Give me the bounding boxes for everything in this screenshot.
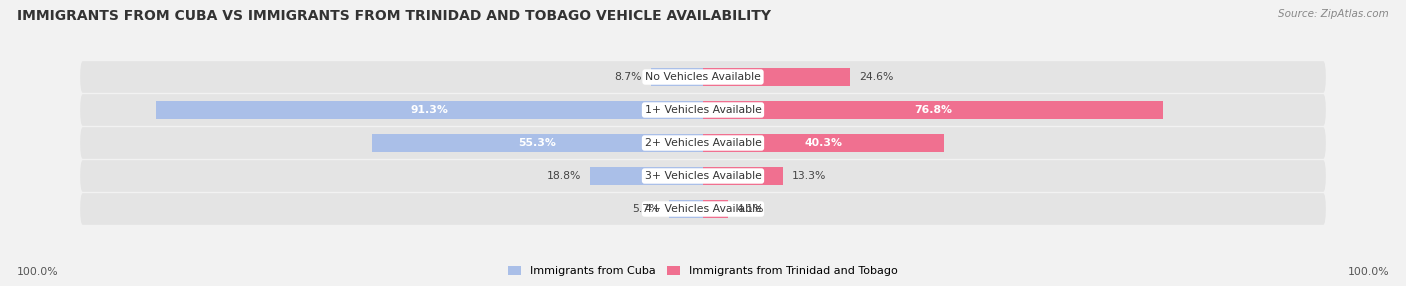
Text: Source: ZipAtlas.com: Source: ZipAtlas.com: [1278, 9, 1389, 19]
Bar: [156, 102, 703, 119]
Text: 1+ Vehicles Available: 1+ Vehicles Available: [644, 105, 762, 115]
Text: 8.7%: 8.7%: [614, 72, 643, 82]
Text: 13.3%: 13.3%: [792, 171, 825, 181]
Text: 3+ Vehicles Available: 3+ Vehicles Available: [644, 171, 762, 181]
Text: 5.7%: 5.7%: [633, 204, 659, 214]
Text: 24.6%: 24.6%: [859, 72, 894, 82]
Bar: [669, 200, 703, 218]
Legend: Immigrants from Cuba, Immigrants from Trinidad and Tobago: Immigrants from Cuba, Immigrants from Tr…: [503, 261, 903, 281]
Text: 100.0%: 100.0%: [1347, 267, 1389, 277]
FancyBboxPatch shape: [80, 61, 1326, 93]
FancyBboxPatch shape: [80, 160, 1326, 192]
Bar: [591, 167, 703, 184]
Bar: [703, 102, 1163, 119]
Bar: [703, 167, 783, 184]
Text: 4.1%: 4.1%: [737, 204, 763, 214]
Bar: [651, 68, 703, 86]
Text: 4+ Vehicles Available: 4+ Vehicles Available: [644, 204, 762, 214]
Text: 40.3%: 40.3%: [804, 138, 842, 148]
FancyBboxPatch shape: [80, 127, 1326, 159]
Text: IMMIGRANTS FROM CUBA VS IMMIGRANTS FROM TRINIDAD AND TOBAGO VEHICLE AVAILABILITY: IMMIGRANTS FROM CUBA VS IMMIGRANTS FROM …: [17, 9, 770, 23]
Bar: [703, 200, 727, 218]
Text: 2+ Vehicles Available: 2+ Vehicles Available: [644, 138, 762, 148]
Text: 18.8%: 18.8%: [547, 171, 582, 181]
Text: 76.8%: 76.8%: [914, 105, 952, 115]
Text: 91.3%: 91.3%: [411, 105, 449, 115]
Text: 100.0%: 100.0%: [17, 267, 59, 277]
Bar: [371, 134, 703, 152]
FancyBboxPatch shape: [80, 94, 1326, 126]
Text: 55.3%: 55.3%: [519, 138, 557, 148]
Bar: [703, 134, 945, 152]
FancyBboxPatch shape: [80, 193, 1326, 225]
Text: No Vehicles Available: No Vehicles Available: [645, 72, 761, 82]
Bar: [703, 68, 851, 86]
